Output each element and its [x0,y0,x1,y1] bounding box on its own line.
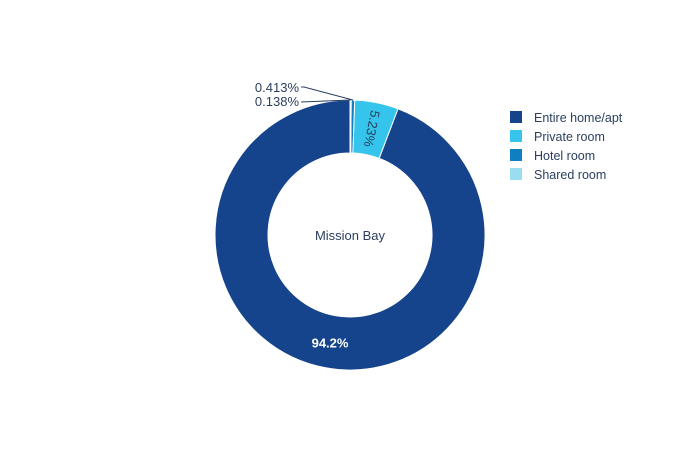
legend-item-private-room[interactable]: Private room [510,130,605,144]
legend-swatch-shared-room [510,168,522,180]
legend[interactable]: Entire home/apt Private room Hotel room Sha… [510,111,623,182]
legend-swatch-entire-home-apt [510,111,522,123]
leader-line-shared-room [300,99,351,103]
slice-label-shared-room: 0.138% [255,94,300,109]
legend-swatch-private-room [510,130,522,142]
legend-item-hotel-room[interactable]: Hotel room [510,149,595,163]
slice-label-entire-home-apt: 94.2% [312,336,349,351]
slice-label-private-room: 5.23% [361,109,383,149]
slice-entire-home-apt[interactable] [214,99,486,371]
legend-label-hotel-room: Hotel room [534,149,595,163]
legend-item-entire-home-apt[interactable]: Entire home/apt [510,111,623,125]
legend-item-shared-room[interactable]: Shared room [510,168,606,182]
slice-shared-room[interactable] [349,99,352,154]
legend-label-private-room: Private room [534,130,605,144]
hole-label: Mission Bay [315,228,386,243]
legend-label-entire-home-apt: Entire home/apt [534,111,623,125]
legend-swatch-hotel-room [510,149,522,161]
slice-labels-group: 94.2% 5.23% 0.413%0.138% [255,80,383,351]
slice-label-hotel-room: 0.413% [255,80,300,95]
legend-label-shared-room: Shared room [534,168,606,182]
slices-group [214,99,486,371]
leader-line-hotel-room [301,86,354,101]
